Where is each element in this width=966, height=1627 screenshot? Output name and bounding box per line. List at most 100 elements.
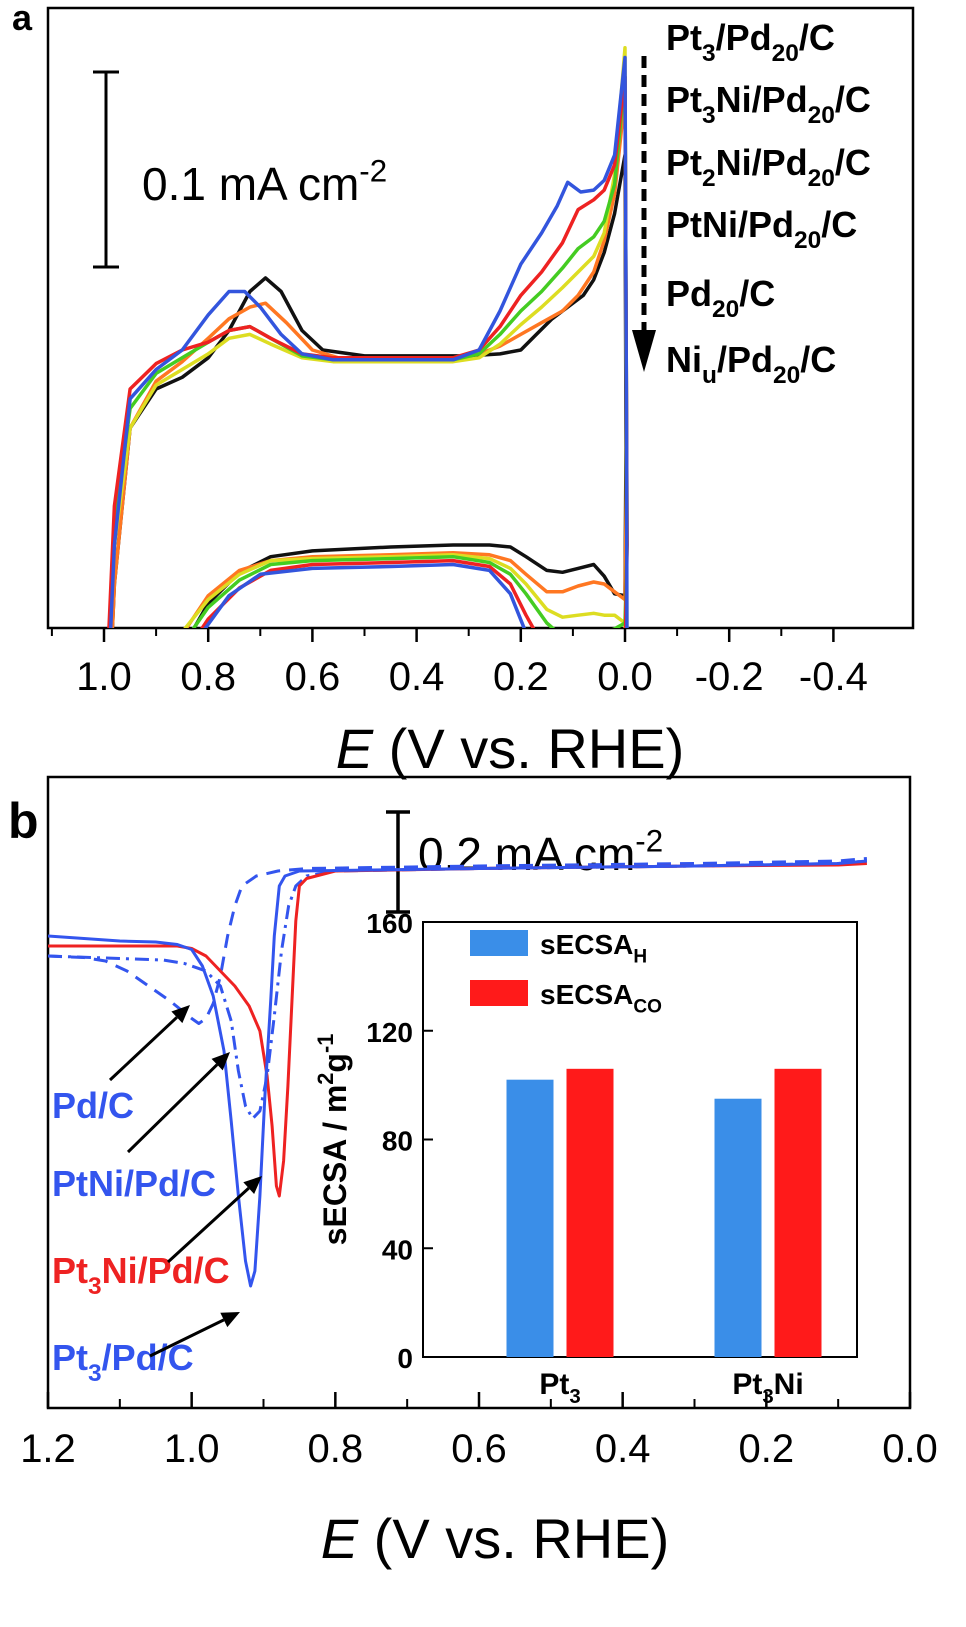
text-part: CO [633, 996, 662, 1017]
text-part: Pt [666, 79, 702, 120]
inset-y-tick-label: 40 [382, 1234, 413, 1265]
x-axis-label-italic: E [336, 717, 374, 780]
label-arrow-line [166, 1187, 250, 1264]
label-arrow-head [211, 1052, 230, 1071]
inset-y-axis-label: sECSA / m2g-1 [313, 1034, 353, 1246]
text-part: /Pd/C [102, 1337, 194, 1378]
text-part: Pt [539, 1368, 569, 1401]
legend-entry: PtNi/Pd20/C [666, 204, 857, 254]
x-tick-label: 0.8 [180, 655, 236, 699]
cv-curve [108, 55, 629, 628]
label-arrow-line [108, 1016, 178, 1082]
inset-legend-label: sECSAH [540, 929, 647, 967]
text-part: /Pd [717, 339, 773, 380]
x-axis-label-rest: (V vs. RHE) [373, 717, 684, 780]
x-tick-label: 0.8 [308, 1427, 364, 1471]
legend-arrow-head [632, 330, 656, 372]
text-part: PtNi/Pd [666, 204, 794, 245]
text-part: 3 [702, 40, 716, 67]
inset-y-tick-label: 120 [366, 1017, 413, 1048]
x-axis-label-a: E (V vs. RHE) [336, 717, 684, 780]
label-arrow-head [243, 1176, 262, 1195]
inset-category-label: Pt3Ni [732, 1368, 803, 1408]
panel-b: b 1.2 1.0 0.8 0.6 0.4 0.2 0.0 E (V vs. RHE) 0.2 m… [8, 775, 938, 1570]
legend-entry: Pt2Ni/Pd20/C [666, 142, 871, 192]
cv-curve [110, 153, 628, 628]
legend-entry: Niu/Pd20/C [666, 339, 836, 389]
x-tick-label: 0.6 [285, 655, 341, 699]
inset-legend-swatch [470, 930, 528, 956]
label-arrow-head [220, 1312, 240, 1328]
text-part: 20 [772, 40, 799, 67]
text-part: Pt [52, 1337, 88, 1378]
text-part: -2 [635, 824, 663, 859]
text-part: 3 [569, 1386, 580, 1408]
text-part: u [702, 362, 717, 389]
text-part: sECSA [540, 929, 633, 960]
x-tick-label: 0.0 [597, 655, 653, 699]
text-part: 20 [712, 296, 739, 323]
inset-y-tick-label: 160 [366, 908, 413, 939]
text-part: 0.1 mA cm [142, 158, 359, 210]
text-part: Ni/Pd [716, 142, 808, 183]
text-part: Pt [666, 142, 702, 183]
x-tick-label: 1.0 [76, 655, 132, 699]
text-part: 3 [762, 1386, 773, 1408]
x-tick-label: 0.6 [451, 1427, 507, 1471]
text-part: Ni/Pd/C [102, 1250, 230, 1291]
inset-legend-swatch [470, 980, 528, 1006]
text-part: Ni/Pd [716, 79, 808, 120]
text-part: Pt [732, 1368, 762, 1401]
inset-y-tick-label: 0 [397, 1343, 413, 1374]
inset-bar [566, 1068, 614, 1357]
plot-frame-a [46, 6, 915, 630]
legend-entry: Pt3/Pd20/C [666, 17, 835, 67]
panel-label-a: a [12, 0, 33, 38]
x-tick-label: 0.0 [882, 1427, 938, 1471]
x-tick-label: -0.4 [799, 655, 868, 699]
text-part: /C [739, 273, 775, 314]
x-tick-label: 0.2 [493, 655, 549, 699]
curve-label: PtNi/Pd/C [52, 1163, 216, 1204]
x-axis-label-b: E (V vs. RHE) [321, 1507, 669, 1570]
inset-category-label: Pt3 [539, 1368, 580, 1408]
x-tick-label: 0.2 [739, 1427, 795, 1471]
co-stripping-curve [48, 859, 868, 1288]
inset-bar [506, 1079, 554, 1357]
text-part: sECSA [540, 979, 633, 1010]
text-part: 20 [773, 362, 800, 389]
inset-bar [774, 1068, 822, 1357]
text-part: 20 [808, 165, 835, 192]
text-part: 2 [313, 1073, 338, 1085]
panel-a: a 1.0 0.8 0.6 0.4 0.2 0.0 -0.2 -0.4 E (V vs. RHE)… [12, 0, 915, 780]
x-tick-label: 0.4 [389, 655, 445, 699]
text-part: Pt [52, 1250, 88, 1291]
text-part: 3 [88, 1360, 102, 1387]
text-part: /C [821, 204, 857, 245]
text-part: /C [799, 17, 835, 58]
text-part: Ni [666, 339, 702, 380]
legend-entry: Pt3Ni/Pd20/C [666, 79, 871, 129]
text-part: Pd [666, 273, 712, 314]
text-part: -2 [359, 154, 387, 189]
label-arrow-head [171, 1005, 190, 1024]
text-part: /C [835, 142, 871, 183]
x-tick-label: 1.0 [164, 1427, 220, 1471]
text-part: 2 [702, 165, 716, 192]
text-part: /C [835, 79, 871, 120]
inset-legend-label: sECSACO [540, 979, 662, 1017]
text-part: /Pd [716, 17, 772, 58]
curve-label: Pd/C [52, 1085, 134, 1126]
text-part: sECSA / m [317, 1085, 353, 1246]
x-axis-label-italic: E [321, 1507, 359, 1570]
x-tick-label: 1.2 [20, 1427, 76, 1471]
inset-bar [714, 1098, 762, 1357]
text-part: 0.2 mA cm [418, 828, 635, 880]
text-part: /C [800, 339, 836, 380]
text-part: 20 [794, 227, 821, 254]
x-tick-label: -0.2 [695, 655, 764, 699]
scale-bar-label-b: 0.2 mA cm-2 [418, 824, 663, 880]
scale-bar-label-a: 0.1 mA cm-2 [142, 154, 387, 210]
label-arrow-line [149, 1318, 225, 1358]
